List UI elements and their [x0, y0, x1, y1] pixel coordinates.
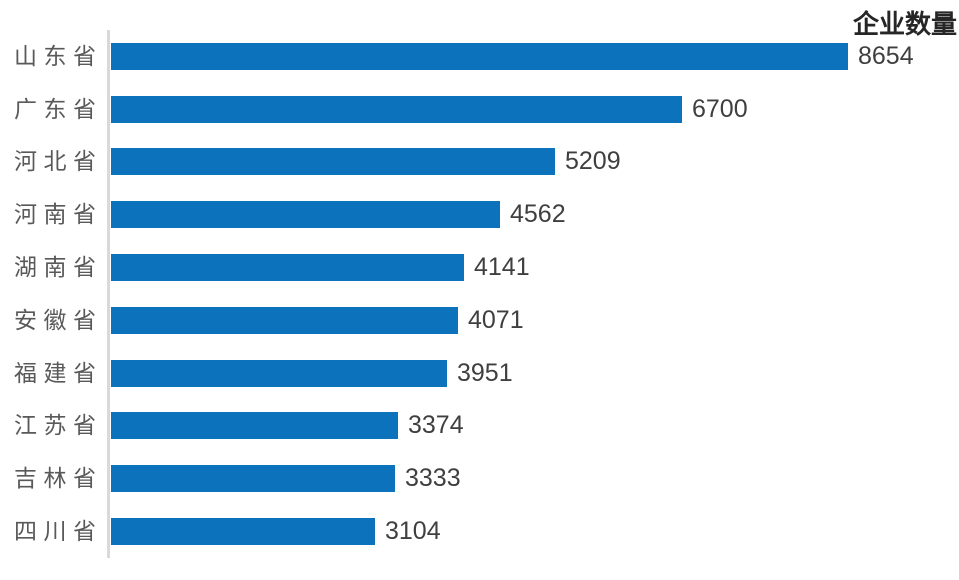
chart-row: 江苏省 3374	[14, 400, 959, 453]
chart-row: 广东省 6700	[14, 83, 959, 136]
chart-rows: 山东省 8654 广东省 6700 河北省 5209 河南省 4562 湖南省 4141 安徽省 40…	[14, 30, 959, 558]
value-label: 4071	[468, 305, 524, 334]
category-label: 吉林省	[14, 466, 96, 492]
bar	[111, 306, 458, 334]
category-label: 安徽省	[14, 307, 96, 333]
chart-row: 吉林省 3333	[14, 452, 959, 505]
value-label: 3104	[385, 517, 441, 546]
bar	[111, 254, 464, 282]
chart-row: 河北省 5209	[14, 136, 959, 189]
bar	[111, 42, 848, 70]
value-label: 3951	[457, 358, 513, 387]
bar	[111, 518, 375, 546]
chart-row: 河南省 4562	[14, 188, 959, 241]
bar	[111, 201, 500, 229]
category-label: 福建省	[14, 360, 96, 386]
category-label: 河北省	[14, 149, 96, 175]
value-label: 8654	[858, 41, 914, 70]
bar	[111, 359, 447, 387]
bar	[111, 95, 682, 123]
value-label: 3374	[408, 411, 464, 440]
bar	[111, 412, 398, 440]
chart-row: 四川省 3104	[14, 505, 959, 558]
category-label: 广东省	[14, 96, 96, 122]
chart-row: 山东省 8654	[14, 30, 959, 83]
value-label: 4141	[474, 253, 530, 282]
chart-row: 福建省 3951	[14, 347, 959, 400]
category-label: 河南省	[14, 202, 96, 228]
category-label: 四川省	[14, 519, 96, 545]
value-label: 6700	[692, 94, 748, 123]
bar	[111, 465, 395, 493]
category-label: 江苏省	[14, 413, 96, 439]
y-axis-line	[107, 30, 110, 558]
value-label: 3333	[405, 464, 461, 493]
category-label: 山东省	[14, 43, 96, 69]
bar	[111, 148, 555, 176]
chart-row: 湖南省 4141	[14, 241, 959, 294]
chart-row: 安徽省 4071	[14, 294, 959, 347]
category-label: 湖南省	[14, 255, 96, 281]
value-label: 5209	[565, 147, 621, 176]
value-label: 4562	[510, 200, 566, 229]
chart-title: 企业数量	[852, 9, 957, 39]
